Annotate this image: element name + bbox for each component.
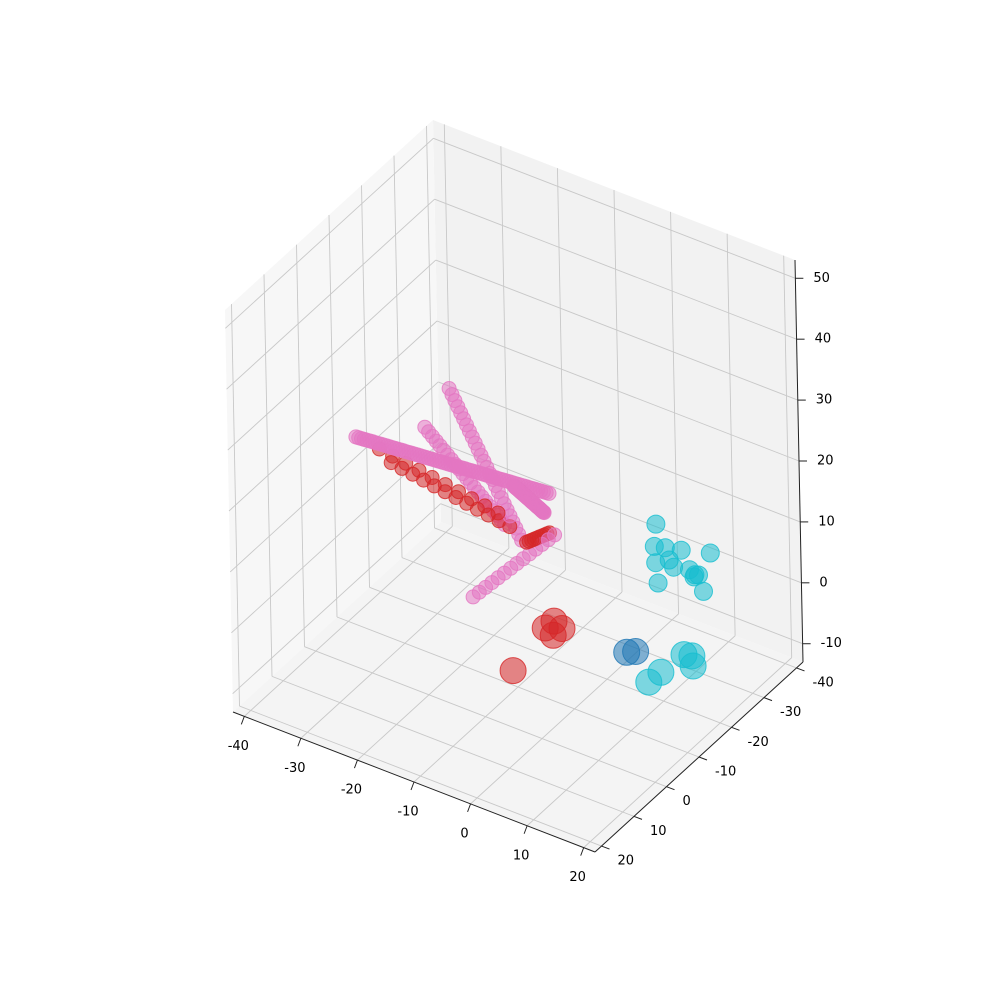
y-tick-mark [698,756,708,761]
z-grid-left [227,259,437,451]
data-point [655,538,675,558]
z-grid-left [225,137,434,329]
z-grid-left [228,320,438,512]
data-point [700,543,720,563]
x-tick-label: -40 [228,739,249,754]
data-point [685,565,705,585]
y-tick-mark [763,697,773,702]
z-grid-left [226,198,435,390]
x-tick-mark [410,781,415,791]
y-grid-floor [239,705,602,847]
x-tick-mark [580,847,585,856]
x-tick-label: -30 [284,761,305,776]
data-point [646,514,666,534]
z-tick-label: 20 [817,454,834,469]
data-point [424,470,440,485]
y-tick-label: 20 [618,854,635,869]
x-tick-mark [353,759,358,769]
z-grid-back [439,442,802,584]
z-tick-label: 50 [813,271,830,286]
x-tick-label: 0 [460,826,468,841]
data-point [441,381,457,396]
data-point [671,540,691,560]
tick-labels: -40 -30 -20 -10 0 10 20 -40 -30 -20 -10 0 10 20 -10 0 10… [228,271,842,885]
data-point [646,553,666,573]
y-grid-floor [434,527,797,669]
data-point [451,484,466,500]
z-tick-label: 30 [816,393,833,408]
data-point [506,478,522,494]
z-grid-left [229,381,439,573]
y-tick-mark [633,815,643,820]
data-point [477,498,493,514]
z-grid-back [433,137,796,279]
x-tick-mark [240,716,245,725]
y-grid-floor [304,646,667,788]
z-tick-label: 0 [819,575,827,590]
z-grid-back [436,320,800,462]
x-tick-label: 10 [513,848,530,863]
data-point [540,607,568,635]
data-point [348,429,364,445]
z-grid-back [438,381,801,523]
y-grid-floor [336,616,700,758]
data-point [411,462,427,478]
z-tick-label: 10 [818,514,835,529]
y-tick-mark [796,667,805,672]
z-grid-back [434,198,797,340]
data-point [647,658,675,686]
data-point [664,557,684,577]
data-point [622,638,650,665]
axis-lines [232,259,811,856]
y-grid-floor [369,586,732,728]
data-point [547,527,563,543]
y-tick-label: -40 [813,675,834,690]
y-tick-mark [666,786,675,791]
data-point [648,573,668,593]
y-tick-label: -30 [780,705,801,720]
y-tick-label: -10 [715,765,736,780]
y-grid-floor [271,675,635,817]
data-point [464,491,480,507]
z-grid-back [435,259,798,401]
x-tick-label: 20 [569,870,586,885]
x-tick-mark [467,803,472,813]
y-tick-label: -20 [748,735,769,750]
data-point [490,505,506,521]
z-tick-label: 40 [815,332,832,347]
z-grid-left [232,503,441,695]
x-tick-label: -10 [397,805,418,820]
data-points [348,381,720,696]
y-tick-label: 10 [650,824,667,839]
y-tick-mark [601,845,610,850]
x-tick-label: -20 [341,783,362,798]
data-point [437,477,453,493]
data-point [679,652,707,680]
grid-lines [225,124,803,848]
z-tick-label: -10 [821,636,842,651]
y-tick-mark [731,726,740,731]
data-point [519,534,535,550]
y-tick-label: 0 [683,794,691,809]
x-tick-mark [297,738,302,747]
x-tick-mark [523,825,528,834]
data-point [499,657,527,685]
